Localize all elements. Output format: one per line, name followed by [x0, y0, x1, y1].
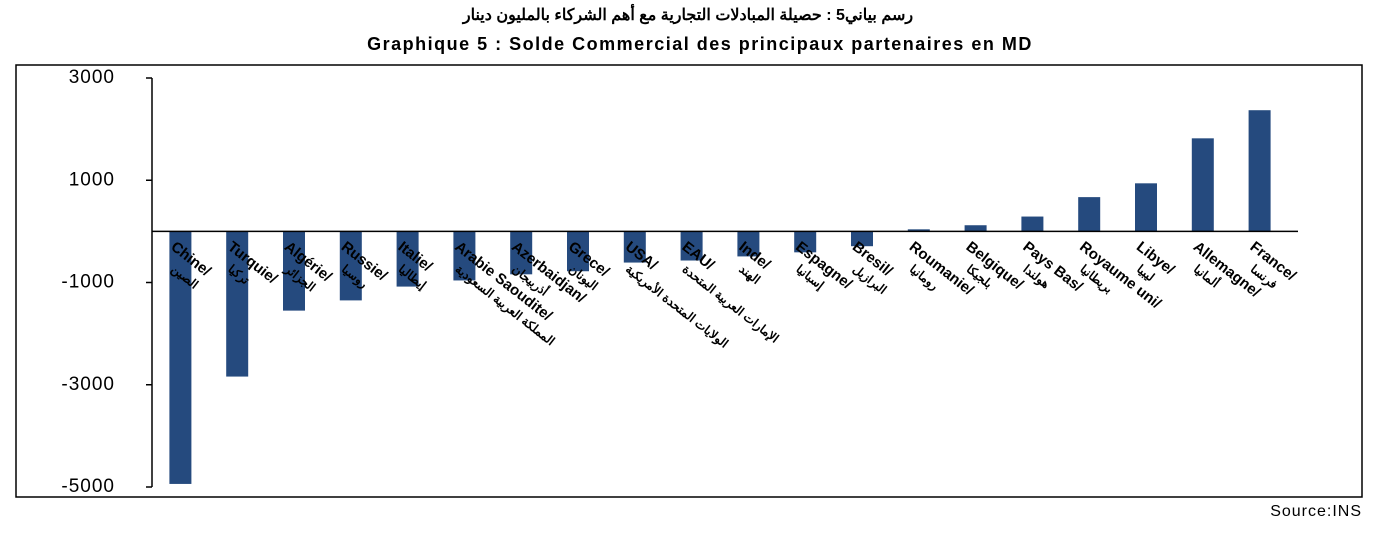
bar: [1248, 110, 1271, 232]
y-tick-label: 3000: [69, 67, 115, 88]
bar: [339, 231, 362, 301]
x-tick-label-group: Pays Bas/هولندا: [1019, 238, 1086, 296]
bar: [1191, 138, 1214, 232]
bar: [623, 231, 646, 263]
bar: [680, 231, 703, 261]
bar: [510, 231, 533, 275]
y-tick-label: 1000: [69, 169, 115, 190]
bar: [1078, 197, 1101, 232]
bar: [567, 231, 589, 272]
bar: [226, 231, 249, 377]
x-tick-label-ar: الولايات المتحدة الأمريكية: [622, 261, 731, 351]
x-tick-label-ar: الإمارات العربية المتحدة: [679, 262, 781, 346]
source: Source:INS: [1270, 503, 1362, 520]
bar: [396, 231, 419, 287]
chart-title-ar: رسم بياني5 : حصيلة المبادلات التجارية مع…: [462, 3, 914, 25]
bar: [1135, 183, 1157, 232]
bar: [169, 231, 192, 484]
bar: [794, 231, 817, 253]
bar: [851, 231, 873, 247]
bar: [453, 231, 476, 281]
plot-frame: [15, 64, 1363, 498]
bar: [737, 231, 760, 257]
chart-title: Graphique 5 : Solde Commercial des princ…: [367, 34, 1033, 54]
x-tick-label-group: Arabie Saoudite/المملكة العربية السعودية: [451, 238, 557, 349]
y-tick-label: -5000: [61, 476, 115, 497]
y-tick-label: -1000: [61, 272, 115, 293]
bar: [907, 229, 930, 232]
y-tick-label: -3000: [61, 374, 115, 395]
bar: [964, 225, 987, 232]
x-tick-label-group: EAU/الإمارات العربية المتحدة: [679, 238, 782, 346]
x-tick-label-group: Inde/الهند: [735, 238, 774, 287]
x-tick-label-group: Espagne/إسبانيا: [792, 238, 856, 293]
bar: [1021, 216, 1044, 232]
bar: [283, 231, 305, 311]
